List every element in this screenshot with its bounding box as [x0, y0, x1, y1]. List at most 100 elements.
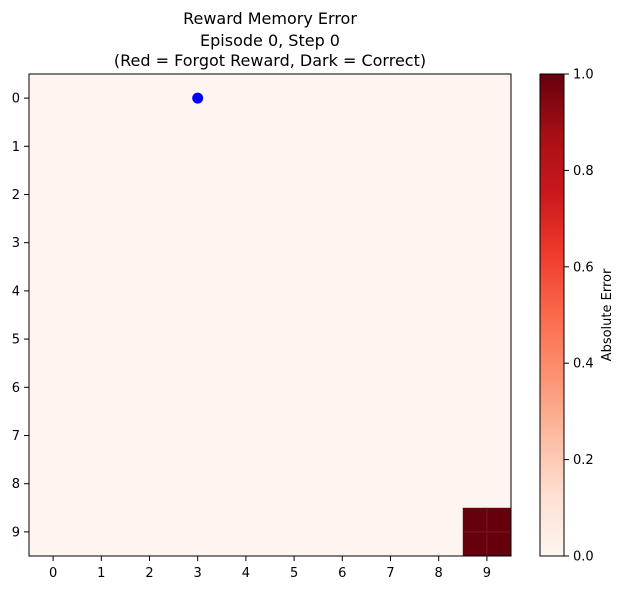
heatmap-cell — [462, 74, 512, 123]
heatmap-cell — [77, 170, 126, 220]
x-tick-label: 4 — [242, 566, 250, 581]
y-tick-label: 7 — [12, 429, 20, 444]
heatmap-cell — [462, 411, 512, 461]
heatmap-cell — [221, 266, 271, 316]
chart-title-line-2: Episode 0, Step 0 — [200, 31, 340, 50]
heatmap-cell — [173, 411, 223, 461]
heatmap-cell — [125, 411, 175, 461]
colorbar-tick-label: 0.8 — [573, 164, 594, 179]
chart-title-line-3: (Red = Forgot Reward, Dark = Correct) — [114, 51, 426, 70]
heatmap-cell — [221, 363, 271, 412]
heatmap-cell — [366, 122, 416, 171]
heatmap-cell — [221, 411, 271, 461]
heatmap-cell — [77, 218, 126, 268]
heatmap-cell — [77, 74, 126, 123]
heatmap-cell — [366, 315, 416, 364]
heatmap-cell — [318, 363, 367, 412]
heatmap-cell — [414, 218, 464, 268]
heatmap-cell — [414, 411, 464, 461]
heatmap-cell — [221, 170, 271, 220]
heatmap-cell — [29, 74, 78, 123]
heatmap-cell — [318, 507, 367, 557]
heatmap-cell — [221, 218, 271, 268]
x-tick-label: 7 — [386, 566, 394, 581]
agent-marker — [192, 92, 204, 104]
heatmap-cell — [270, 507, 319, 557]
heatmap-cell — [77, 459, 126, 509]
x-tick-label: 3 — [194, 566, 202, 581]
heatmap-cell — [366, 459, 416, 509]
x-tick-label: 0 — [49, 566, 57, 581]
heatmap-cell — [414, 459, 464, 509]
heatmap-cell — [125, 218, 175, 268]
x-tick-label: 8 — [435, 566, 443, 581]
heatmap-cell — [125, 266, 175, 316]
colorbar-tick-label: 0.2 — [573, 453, 594, 468]
heatmap-cell — [77, 122, 126, 171]
y-tick-label: 4 — [12, 284, 20, 299]
heatmap-cell — [77, 411, 126, 461]
heatmap-cell — [173, 315, 223, 364]
y-tick-label: 1 — [12, 140, 20, 155]
agent-layer — [192, 92, 204, 104]
colorbar-axis: 0.0 0.2 0.4 0.6 0.8 1.0 — [564, 68, 594, 565]
heatmap-cell — [366, 507, 416, 557]
heatmap-cell — [414, 315, 464, 364]
heatmap-cell — [77, 266, 126, 316]
heatmap-cell — [221, 315, 271, 364]
heatmap-cell — [221, 122, 271, 171]
heatmap-cell — [173, 218, 223, 268]
heatmap-cell — [221, 507, 271, 557]
heatmap-cell — [173, 122, 223, 171]
y-tick-label: 2 — [12, 188, 20, 203]
heatmap-cell — [29, 266, 78, 316]
y-tick-label: 5 — [12, 333, 20, 348]
heatmap-cell — [29, 363, 78, 412]
heatmap-cell — [462, 170, 512, 220]
heatmap-cell — [29, 411, 78, 461]
heatmap-cell — [366, 411, 416, 461]
heatmap-cell — [318, 122, 367, 171]
x-axis: 0 1 2 3 4 5 6 7 8 9 — [49, 556, 491, 581]
heatmap-cell — [414, 266, 464, 316]
heatmap-cell — [462, 218, 512, 268]
heatmap-cell — [29, 315, 78, 364]
heatmap-cell — [270, 315, 319, 364]
heatmap-cell — [29, 459, 78, 509]
heatmap-cell — [77, 315, 126, 364]
heatmap-cell — [318, 218, 367, 268]
colorbar — [539, 73, 565, 557]
heatmap-cell — [318, 315, 367, 364]
heatmap-cell — [462, 122, 512, 171]
colorbar-tick-label: 0.0 — [573, 550, 594, 565]
heatmap-cell — [270, 74, 319, 123]
plot-frame — [28, 73, 512, 557]
heatmap-cell — [125, 74, 175, 123]
chart-title-line-1: Reward Memory Error — [183, 9, 357, 28]
x-tick-label: 5 — [290, 566, 298, 581]
heatmap-cell — [77, 363, 126, 412]
heatmap-cell — [173, 507, 223, 557]
heatmap-cell — [318, 411, 367, 461]
heatmap-cell — [270, 218, 319, 268]
heatmap-cell — [125, 363, 175, 412]
heatmap-cell — [29, 507, 78, 557]
heatmap-cell — [125, 459, 175, 509]
y-tick-label: 9 — [12, 525, 20, 540]
y-tick-label: 8 — [12, 477, 20, 492]
heatmap-cell — [366, 266, 416, 316]
y-tick-label: 3 — [12, 236, 20, 251]
colorbar-tick-label: 1.0 — [573, 68, 594, 83]
heatmap-cell — [29, 218, 78, 268]
heatmap-cell — [173, 266, 223, 316]
heatmap-cell — [173, 459, 223, 509]
heatmap-cell — [270, 170, 319, 220]
heatmap-cell — [270, 411, 319, 461]
heatmap-cell — [29, 122, 78, 171]
heatmap-cell — [270, 363, 319, 412]
y-tick-label: 6 — [12, 381, 20, 396]
colorbar-tick-label: 0.4 — [573, 357, 594, 372]
colorbar-label: Absolute Error — [600, 268, 615, 361]
x-tick-label: 9 — [483, 566, 491, 581]
